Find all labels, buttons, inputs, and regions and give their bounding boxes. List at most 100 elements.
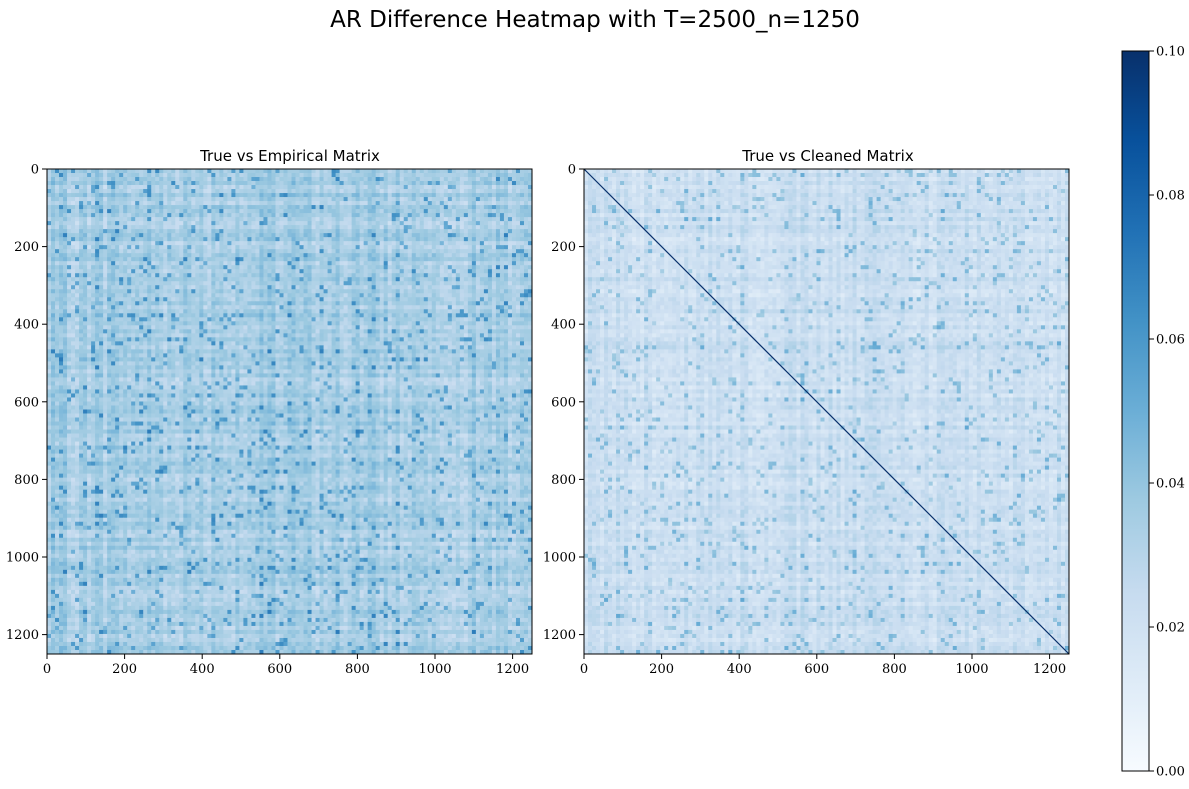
heatmap-cell	[259, 233, 263, 237]
heatmap-cell	[67, 265, 71, 269]
heatmap-cell	[191, 249, 195, 253]
heatmap-cell	[167, 181, 171, 185]
heatmap-cell	[520, 277, 524, 281]
heatmap-cell	[147, 305, 151, 309]
heatmap-cell	[368, 321, 372, 325]
panel-title-empirical: True vs Empirical Matrix	[199, 147, 380, 165]
heatmap-cell	[199, 265, 203, 269]
heatmap-cell	[147, 245, 151, 249]
heatmap-cell	[91, 185, 95, 189]
heatmap-cell	[456, 181, 460, 185]
heatmap-cell	[328, 205, 332, 209]
heatmap-cell	[396, 249, 400, 253]
heatmap-cell	[47, 293, 51, 297]
heatmap-cell	[175, 253, 179, 257]
heatmap-cell	[516, 177, 520, 181]
heatmap-cell	[408, 173, 412, 177]
heatmap-cell	[420, 181, 424, 185]
heatmap-cell	[191, 301, 195, 305]
heatmap-cell	[127, 229, 131, 233]
heatmap-cell	[320, 233, 324, 237]
heatmap-cell	[171, 289, 175, 293]
heatmap-cell	[195, 297, 199, 301]
heatmap-cell	[63, 237, 67, 241]
heatmap-cell	[51, 305, 55, 309]
heatmap-cell	[332, 185, 336, 189]
heatmap-cell	[219, 213, 223, 217]
heatmap-cell	[235, 241, 239, 245]
heatmap-cell	[267, 261, 271, 265]
heatmap-cell	[484, 221, 488, 225]
heatmap-cell	[95, 245, 99, 249]
heatmap-cell	[404, 221, 408, 225]
heatmap-cell	[243, 185, 247, 189]
heatmap-cell	[348, 181, 352, 185]
heatmap-cell	[251, 245, 255, 249]
heatmap-cell	[304, 285, 308, 289]
heatmap-cell	[147, 269, 151, 273]
heatmap-cell	[332, 221, 336, 225]
heatmap-cell	[436, 169, 440, 173]
heatmap-cell	[296, 213, 300, 217]
heatmap-cell	[384, 205, 388, 209]
heatmap-cell	[504, 305, 508, 309]
heatmap-cell	[247, 305, 251, 309]
heatmap-cell	[275, 241, 279, 245]
heatmap-cell	[95, 273, 99, 277]
heatmap-cell	[508, 321, 512, 325]
heatmap-cell	[316, 285, 320, 289]
heatmap-cell	[91, 321, 95, 325]
heatmap-cell	[436, 281, 440, 285]
heatmap-cell	[99, 205, 103, 209]
heatmap-cell	[191, 205, 195, 209]
heatmap-cell	[47, 177, 51, 181]
heatmap-cell	[504, 321, 508, 325]
heatmap-cell	[324, 193, 328, 197]
heatmap-cell	[420, 249, 424, 253]
heatmap-cell	[396, 261, 400, 265]
heatmap-cell	[376, 285, 380, 289]
heatmap-cell	[87, 333, 91, 337]
heatmap-cell	[163, 241, 167, 245]
heatmap-cell	[400, 197, 404, 201]
heatmap-cell	[115, 305, 119, 309]
heatmap-cell	[115, 281, 119, 285]
heatmap-cell	[404, 301, 408, 305]
heatmap-cell	[235, 305, 239, 309]
heatmap-cell	[123, 281, 127, 285]
heatmap-cell	[123, 317, 127, 321]
heatmap-cell	[380, 201, 384, 205]
heatmap-cell	[408, 205, 412, 209]
heatmap-cell	[452, 173, 456, 177]
heatmap-cell	[392, 241, 396, 245]
heatmap-cell	[151, 209, 155, 213]
heatmap-cell	[235, 185, 239, 189]
heatmap-cell	[235, 253, 239, 257]
heatmap-cell	[251, 293, 255, 297]
heatmap-cell	[71, 233, 75, 237]
heatmap-cell	[444, 317, 448, 321]
heatmap-cell	[316, 277, 320, 281]
heatmap-cell	[279, 185, 283, 189]
heatmap-cell	[336, 329, 340, 333]
heatmap-cell	[159, 293, 163, 297]
heatmap-cell	[279, 269, 283, 273]
heatmap-cell	[251, 297, 255, 301]
heatmap-cell	[500, 261, 504, 265]
heatmap-cell	[372, 213, 376, 217]
heatmap-cell	[404, 317, 408, 321]
heatmap-cell	[71, 297, 75, 301]
heatmap-cell	[372, 285, 376, 289]
heatmap-cell	[63, 333, 67, 337]
heatmap-cell	[235, 269, 239, 273]
heatmap-cell	[275, 293, 279, 297]
heatmap-cell	[231, 217, 235, 221]
heatmap-cell	[372, 197, 376, 201]
heatmap-cell	[115, 293, 119, 297]
heatmap-cell	[215, 297, 219, 301]
heatmap-cell	[135, 325, 139, 329]
heatmap-cell	[187, 185, 191, 189]
heatmap-cell	[512, 285, 516, 289]
heatmap-cell	[300, 321, 304, 325]
heatmap-cell	[159, 321, 163, 325]
